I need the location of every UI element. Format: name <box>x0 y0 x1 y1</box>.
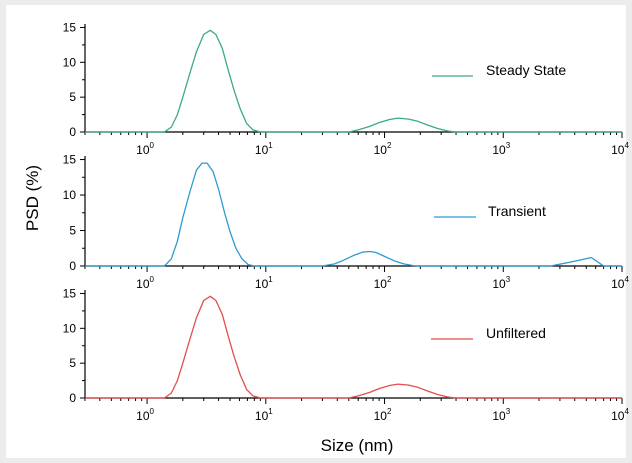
x-tick-label: 102 <box>374 141 392 157</box>
x-tick-label: 101 <box>255 407 273 423</box>
x-tick-label: 100 <box>136 275 154 291</box>
series-line-unfiltered <box>85 295 622 399</box>
panel-transient: 0 5 10 15 100 101 102 103 104 Transient <box>63 153 630 291</box>
y-tick-label: 0 <box>69 259 76 273</box>
x-tick-label: 101 <box>255 141 273 157</box>
y-tick-label: 0 <box>69 125 76 139</box>
x-tick-label: 104 <box>611 407 629 423</box>
legend-label-unfiltered: Unfiltered <box>486 325 546 341</box>
x-tick-label: 103 <box>492 407 510 423</box>
y-tick-label: 5 <box>69 224 76 238</box>
y-tick-label: 0 <box>69 391 76 405</box>
legend-label-transient: Transient <box>488 203 546 219</box>
y-tick-label: 15 <box>63 153 77 167</box>
y-tick-label: 15 <box>63 286 77 300</box>
x-tick-label: 104 <box>611 141 629 157</box>
x-axis-title: Size (nm) <box>321 436 394 455</box>
y-tick-label: 10 <box>63 55 77 69</box>
y-tick-label: 10 <box>63 188 77 202</box>
x-tick-label: 100 <box>136 407 154 423</box>
x-tick-label: 102 <box>374 275 392 291</box>
series-line-steady <box>85 29 622 133</box>
x-tick-label: 104 <box>611 275 629 291</box>
y-tick-label: 5 <box>69 90 76 104</box>
x-tick-label: 100 <box>136 141 154 157</box>
panel-unfiltered: 0 5 10 15 100 101 102 103 104 Unfiltered <box>63 286 630 423</box>
figure-frame <box>6 5 626 458</box>
x-tick-label: 103 <box>492 141 510 157</box>
y-tick-label: 5 <box>69 356 76 370</box>
panel-steady: 0 5 10 15 100 101 102 103 104 Steady State <box>63 20 630 157</box>
series-line-transient <box>85 162 622 267</box>
y-tick-label: 10 <box>63 321 77 335</box>
y-tick-label: 15 <box>63 20 77 34</box>
y-axis-title: PSD (%) <box>23 165 42 231</box>
x-tick-label: 101 <box>255 275 273 291</box>
legend-label-steady: Steady State <box>486 62 566 78</box>
x-tick-label: 103 <box>492 275 510 291</box>
x-tick-label: 102 <box>374 407 392 423</box>
